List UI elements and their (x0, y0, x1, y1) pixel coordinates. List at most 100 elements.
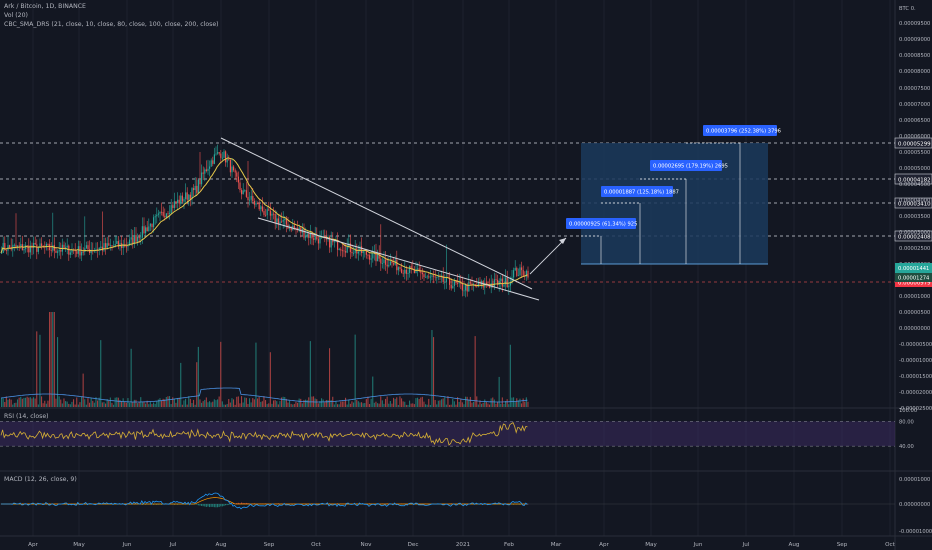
candle-body (428, 276, 430, 278)
candle-body (485, 282, 487, 286)
candle-body (154, 216, 156, 218)
candle-body (297, 228, 299, 230)
volume-bar (481, 403, 483, 407)
volume-bar (39, 334, 41, 407)
price-axis[interactable]: 0.00009500 0.00009000 0.00008500 0.00008000… (895, 6, 932, 535)
candle-body (298, 227, 300, 230)
candle-body (489, 285, 491, 288)
macd-histogram-bar (210, 504, 212, 507)
candle-body (234, 170, 236, 173)
candle-body (33, 243, 35, 248)
volume-bar (460, 399, 462, 407)
volume-bar (84, 399, 86, 407)
candle-body (66, 245, 68, 248)
candle-body (380, 258, 382, 264)
macd-histogram-bar (247, 503, 249, 504)
price-tick-label: 0.00009000 (899, 37, 930, 43)
candle-body (36, 244, 38, 252)
candle-body (228, 159, 230, 160)
candle-body (357, 251, 359, 254)
macd-histogram-bar (245, 502, 247, 504)
candle-body (85, 245, 87, 249)
volume-bar (229, 402, 231, 407)
volume-bar (410, 403, 412, 407)
volume-bar (114, 397, 116, 407)
time-label-Nov: Nov (361, 542, 373, 548)
volume-bar (5, 396, 7, 407)
volume-bar (439, 400, 441, 407)
time-label-2021: 2021 (456, 542, 471, 548)
candle-body (207, 168, 209, 172)
candle-body (401, 268, 403, 273)
candle-body (517, 275, 519, 277)
candle-body (191, 188, 193, 199)
volume-bar (89, 402, 91, 407)
target-boxes[interactable]: 0.00000925 (61.34%) 925 0.00001887 (125.1… (566, 125, 781, 265)
candle-body (329, 236, 331, 248)
volume-bar (197, 346, 199, 407)
candle-body (381, 263, 383, 264)
candle-body (202, 172, 204, 174)
volume-bar (337, 404, 339, 407)
candle-body (157, 213, 159, 215)
volume-bar (412, 403, 414, 407)
candle-body (458, 281, 460, 284)
macd-histogram-bar (277, 503, 279, 504)
candle-body (265, 214, 267, 216)
candle-body (369, 255, 371, 260)
candle-body (285, 218, 287, 225)
candle-body (418, 268, 420, 271)
falling-wedge[interactable] (220, 137, 567, 301)
time-label-May: May (73, 542, 85, 548)
candle-body (330, 239, 332, 248)
candlestick-series[interactable] (1, 144, 529, 298)
candle-body (255, 203, 257, 205)
volume-bar (77, 404, 79, 407)
candle-body (295, 227, 297, 229)
candle-body (482, 281, 484, 288)
target-label-3: 0.00003796 (252.38%) 3796 (706, 129, 781, 135)
volume-bar (449, 404, 451, 407)
volume-bar (95, 397, 97, 407)
volume-bar (223, 404, 225, 407)
volume-bar (132, 402, 134, 407)
candle-body (513, 270, 515, 278)
volume-label: Vol (20) (4, 12, 28, 19)
candle-body (490, 283, 492, 288)
candle-body (501, 278, 503, 287)
time-label-Jul: Jul (169, 542, 177, 548)
volume-bar (463, 404, 465, 407)
sma-indicator-label: CBC_SMA_DRS (21, close, 10, close, 80, c… (4, 21, 219, 28)
candle-body (351, 252, 353, 254)
volume-bar (450, 404, 452, 407)
volume-bar (130, 348, 132, 407)
candle-body (172, 205, 174, 208)
price-tick-label: -0.00001500 (899, 374, 932, 380)
candle-body (180, 195, 182, 204)
volume-bar (209, 401, 211, 407)
wedge-lower-line (257, 217, 540, 301)
volume-bar (73, 399, 75, 407)
candle-body (173, 201, 175, 208)
volume-bar (175, 402, 177, 407)
candle-body (293, 225, 295, 228)
macd-histogram-bar (156, 504, 158, 505)
volume-bar (458, 401, 460, 407)
volume-bar (266, 404, 268, 407)
candle-body (442, 275, 444, 283)
candle-body (41, 243, 43, 247)
candle-body (125, 246, 127, 248)
candle-body (47, 243, 49, 245)
candle-body (135, 235, 137, 242)
macd-histogram-bar (242, 502, 244, 504)
volume-bar (233, 399, 235, 407)
candle-body (151, 223, 153, 228)
macd-tick-top: 0.00001000 (899, 477, 930, 483)
volume-bar (69, 404, 71, 407)
volume-bar (71, 401, 73, 407)
volume-bar (348, 399, 350, 407)
volume-bar (204, 399, 206, 407)
candle-body (1, 252, 3, 254)
time-axis[interactable]: Apr May Jun Jul Aug Sep Oct Nov Dec 2021 Feb Mar Apr… (28, 542, 895, 548)
